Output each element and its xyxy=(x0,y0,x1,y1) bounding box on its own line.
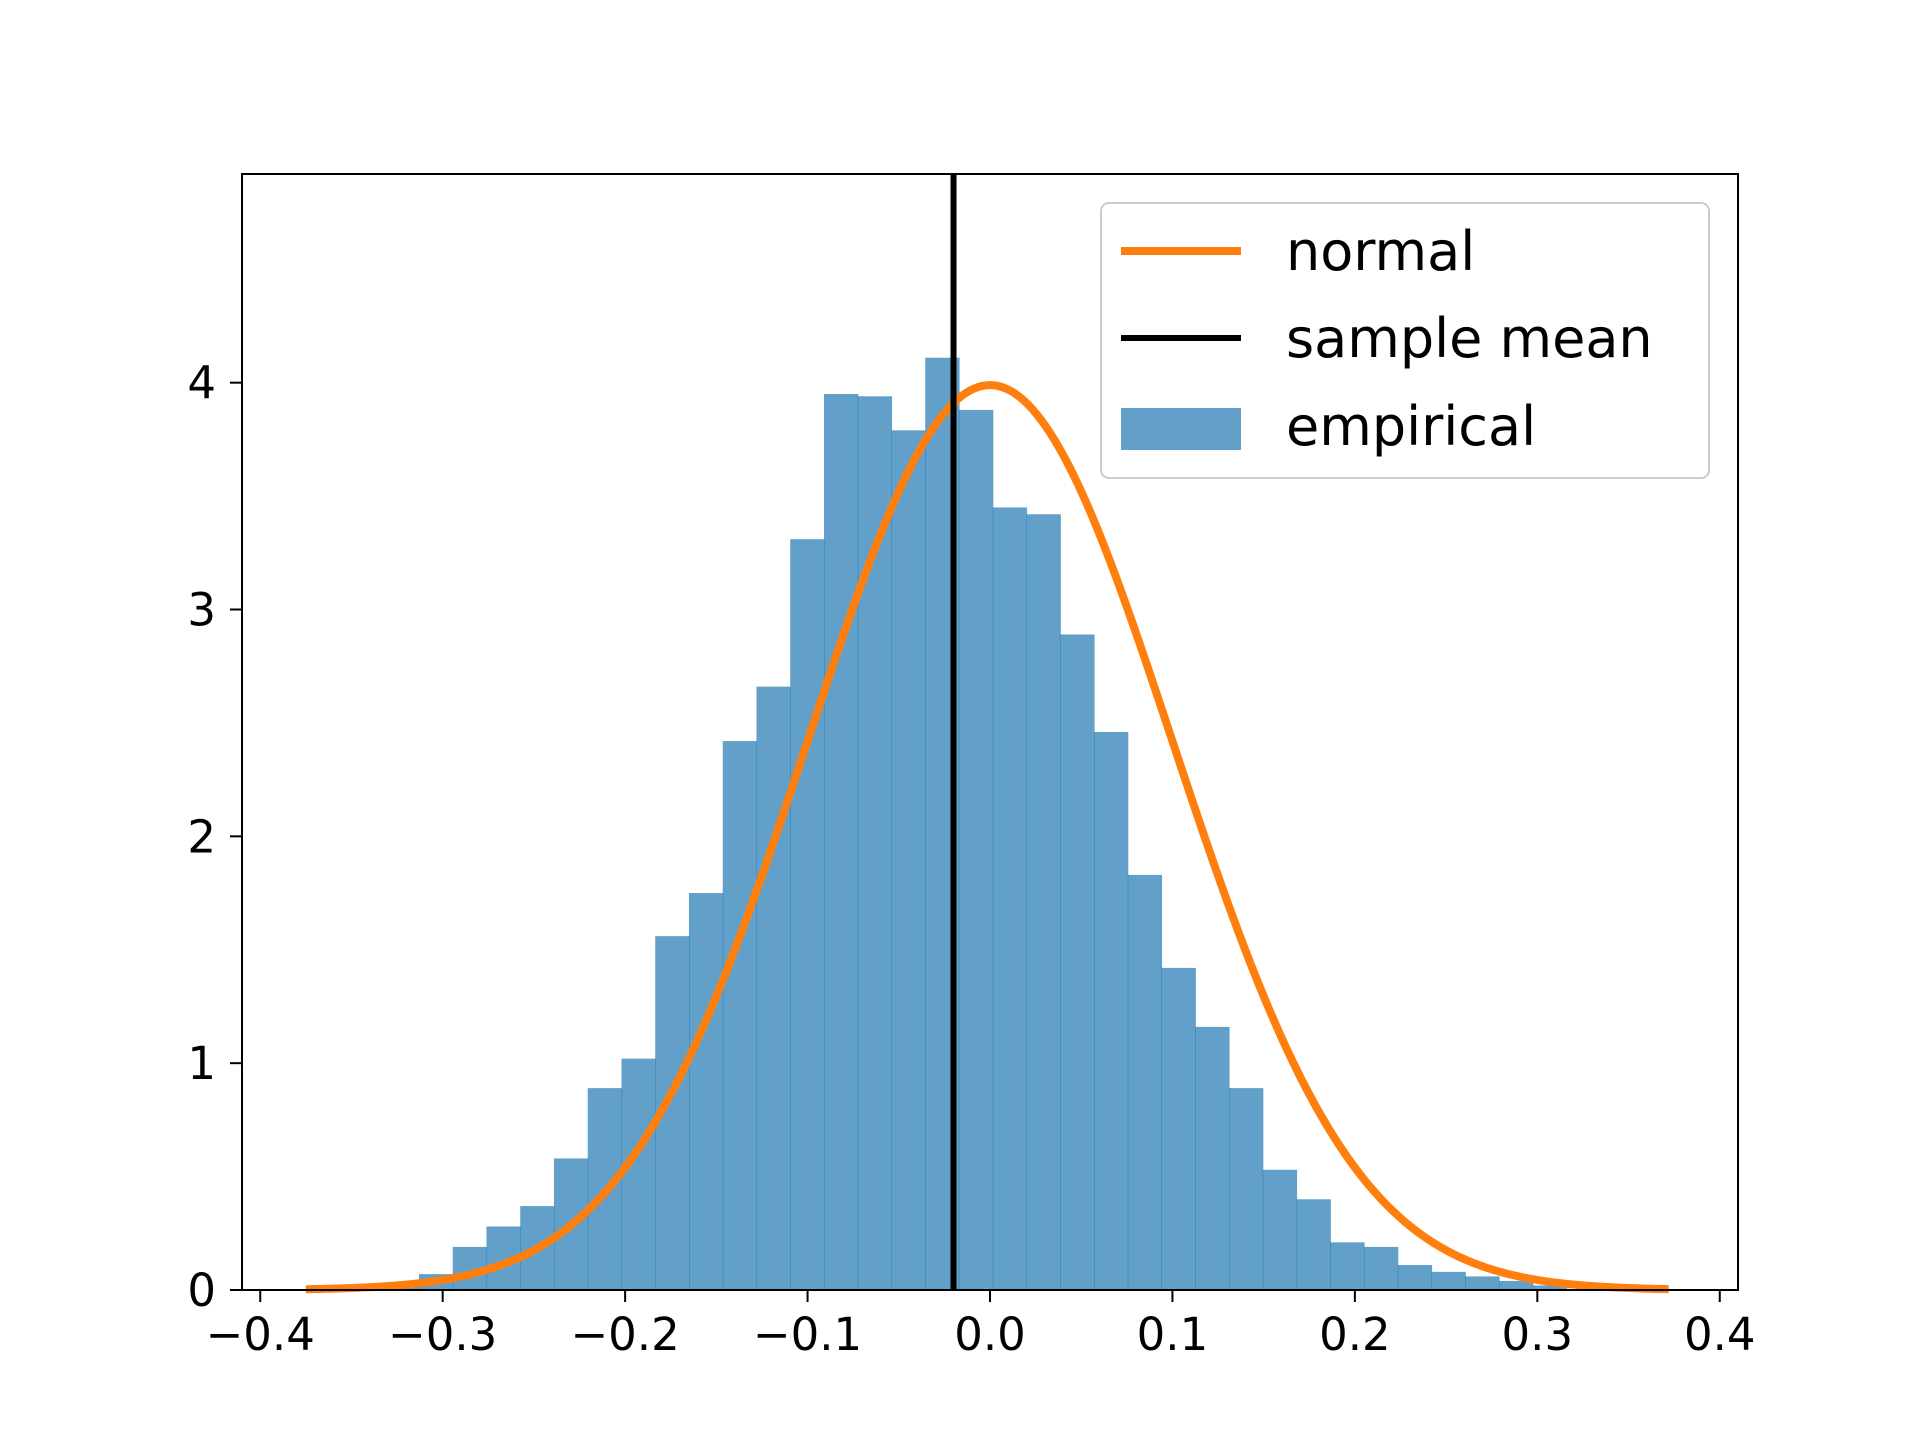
histogram-bar xyxy=(1161,967,1196,1290)
x-tick-label: −0.3 xyxy=(388,1308,497,1361)
histogram-bar xyxy=(857,396,893,1290)
histogram-bar xyxy=(1093,732,1129,1290)
histogram-bar xyxy=(790,539,825,1290)
histogram-bars xyxy=(351,357,1568,1291)
histogram-bar xyxy=(1026,514,1061,1290)
histogram-bar xyxy=(1296,1199,1331,1290)
histogram-bar xyxy=(621,1058,656,1290)
plot-area xyxy=(305,174,1669,1294)
histogram-bar xyxy=(1262,1169,1298,1290)
y-tick-label: 4 xyxy=(187,357,216,410)
y-axis: 0 1 2 3 4 xyxy=(187,357,242,1317)
x-tick-label: −0.4 xyxy=(206,1308,315,1361)
normal-curve-line xyxy=(305,381,1669,1294)
x-tick-label: 0.4 xyxy=(1684,1308,1756,1361)
x-tick-label: −0.2 xyxy=(570,1308,679,1361)
legend: normal sample mean empirical xyxy=(1100,202,1710,479)
legend-empirical-swatch xyxy=(1121,408,1241,450)
histogram-bar xyxy=(1330,1242,1365,1290)
x-tick-label: −0.1 xyxy=(753,1308,862,1361)
histogram-bar xyxy=(1364,1246,1399,1290)
x-tick-label: 0.0 xyxy=(954,1308,1026,1361)
histogram-bar xyxy=(823,394,859,1290)
x-tick-label: 0.2 xyxy=(1319,1308,1391,1361)
x-tick-label: 0.1 xyxy=(1137,1308,1209,1361)
legend-mean-label: sample mean xyxy=(1286,307,1653,370)
histogram-bar xyxy=(1195,1026,1230,1290)
histogram-bar xyxy=(1397,1265,1433,1290)
histogram-bar xyxy=(958,409,994,1290)
histogram-bar xyxy=(1532,1285,1568,1290)
y-tick-label: 1 xyxy=(187,1037,216,1090)
y-tick-label: 0 xyxy=(187,1264,216,1317)
histogram-bar xyxy=(1060,634,1095,1290)
x-axis: −0.4 −0.3 −0.2 −0.1 0.0 0.1 0.2 0.3 0.4 xyxy=(206,1290,1756,1361)
x-tick-label: 0.3 xyxy=(1502,1308,1574,1361)
histogram-bar xyxy=(1127,874,1163,1290)
legend-frame xyxy=(1100,202,1710,479)
histogram-bar xyxy=(1465,1276,1500,1290)
histogram-bar xyxy=(1499,1280,1534,1290)
histogram-bar xyxy=(891,430,926,1290)
histogram-bar xyxy=(1229,1088,1264,1290)
histogram-bar xyxy=(756,686,791,1290)
y-tick-label: 3 xyxy=(187,584,216,637)
legend-empirical-label: empirical xyxy=(1286,395,1536,458)
y-tick-label: 2 xyxy=(187,810,216,863)
histogram-bar xyxy=(992,507,1028,1290)
histogram-bar xyxy=(688,893,724,1290)
legend-normal-label: normal xyxy=(1286,220,1475,283)
histogram-bar xyxy=(722,741,758,1290)
histogram-bar xyxy=(1431,1271,1466,1290)
